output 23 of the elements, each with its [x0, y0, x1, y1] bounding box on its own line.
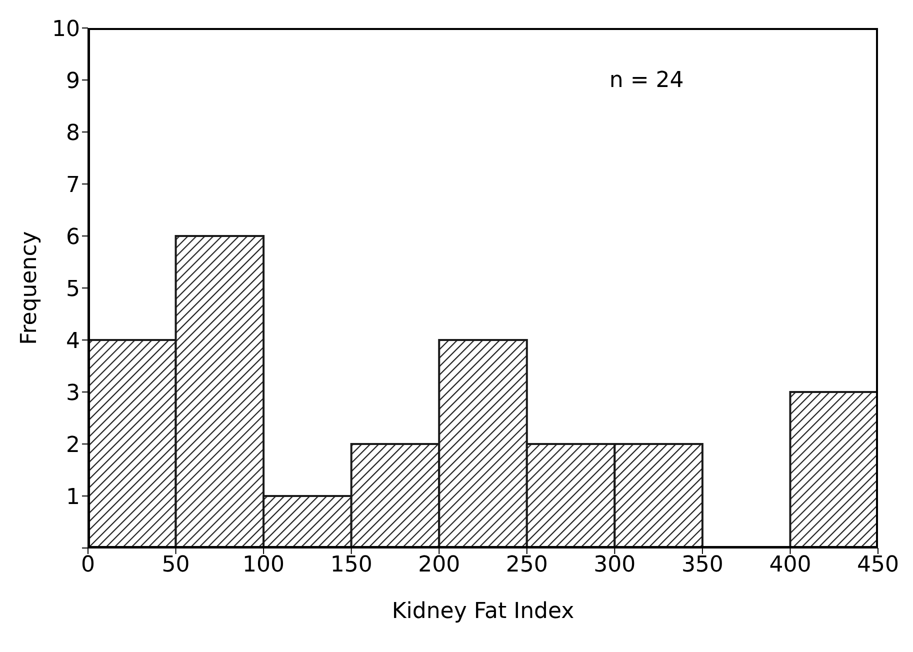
- y-tick-label: 4: [66, 328, 80, 354]
- x-tick-label: 250: [506, 552, 548, 578]
- y-tick-label: 5: [66, 276, 80, 302]
- y-tick-label: 6: [66, 224, 80, 250]
- y-tick-label: 2: [66, 432, 80, 458]
- x-axis-title: Kidney Fat Index: [392, 599, 574, 624]
- x-tick-label: 350: [681, 552, 724, 578]
- y-tick-label: 9: [66, 68, 80, 94]
- x-tick-label: 50: [162, 552, 190, 578]
- y-axis-title: Frequency: [16, 231, 42, 345]
- y-tick-label: 1: [66, 484, 80, 510]
- x-tick-label: 300: [594, 552, 636, 578]
- annotation: n = 24: [609, 68, 684, 93]
- x-tick-label: 0: [81, 552, 95, 578]
- y-tick-label: 3: [66, 380, 80, 406]
- y-tick-label: 7: [66, 172, 80, 198]
- y-tick-label: 10: [52, 16, 80, 42]
- y-tick-label: 8: [66, 120, 80, 146]
- x-tick-label: 100: [242, 552, 285, 578]
- x-tick-label: 200: [418, 552, 460, 578]
- x-tick-label: 450: [857, 552, 899, 578]
- x-tick-label: 150: [330, 552, 372, 578]
- x-tick-label: 400: [769, 552, 812, 578]
